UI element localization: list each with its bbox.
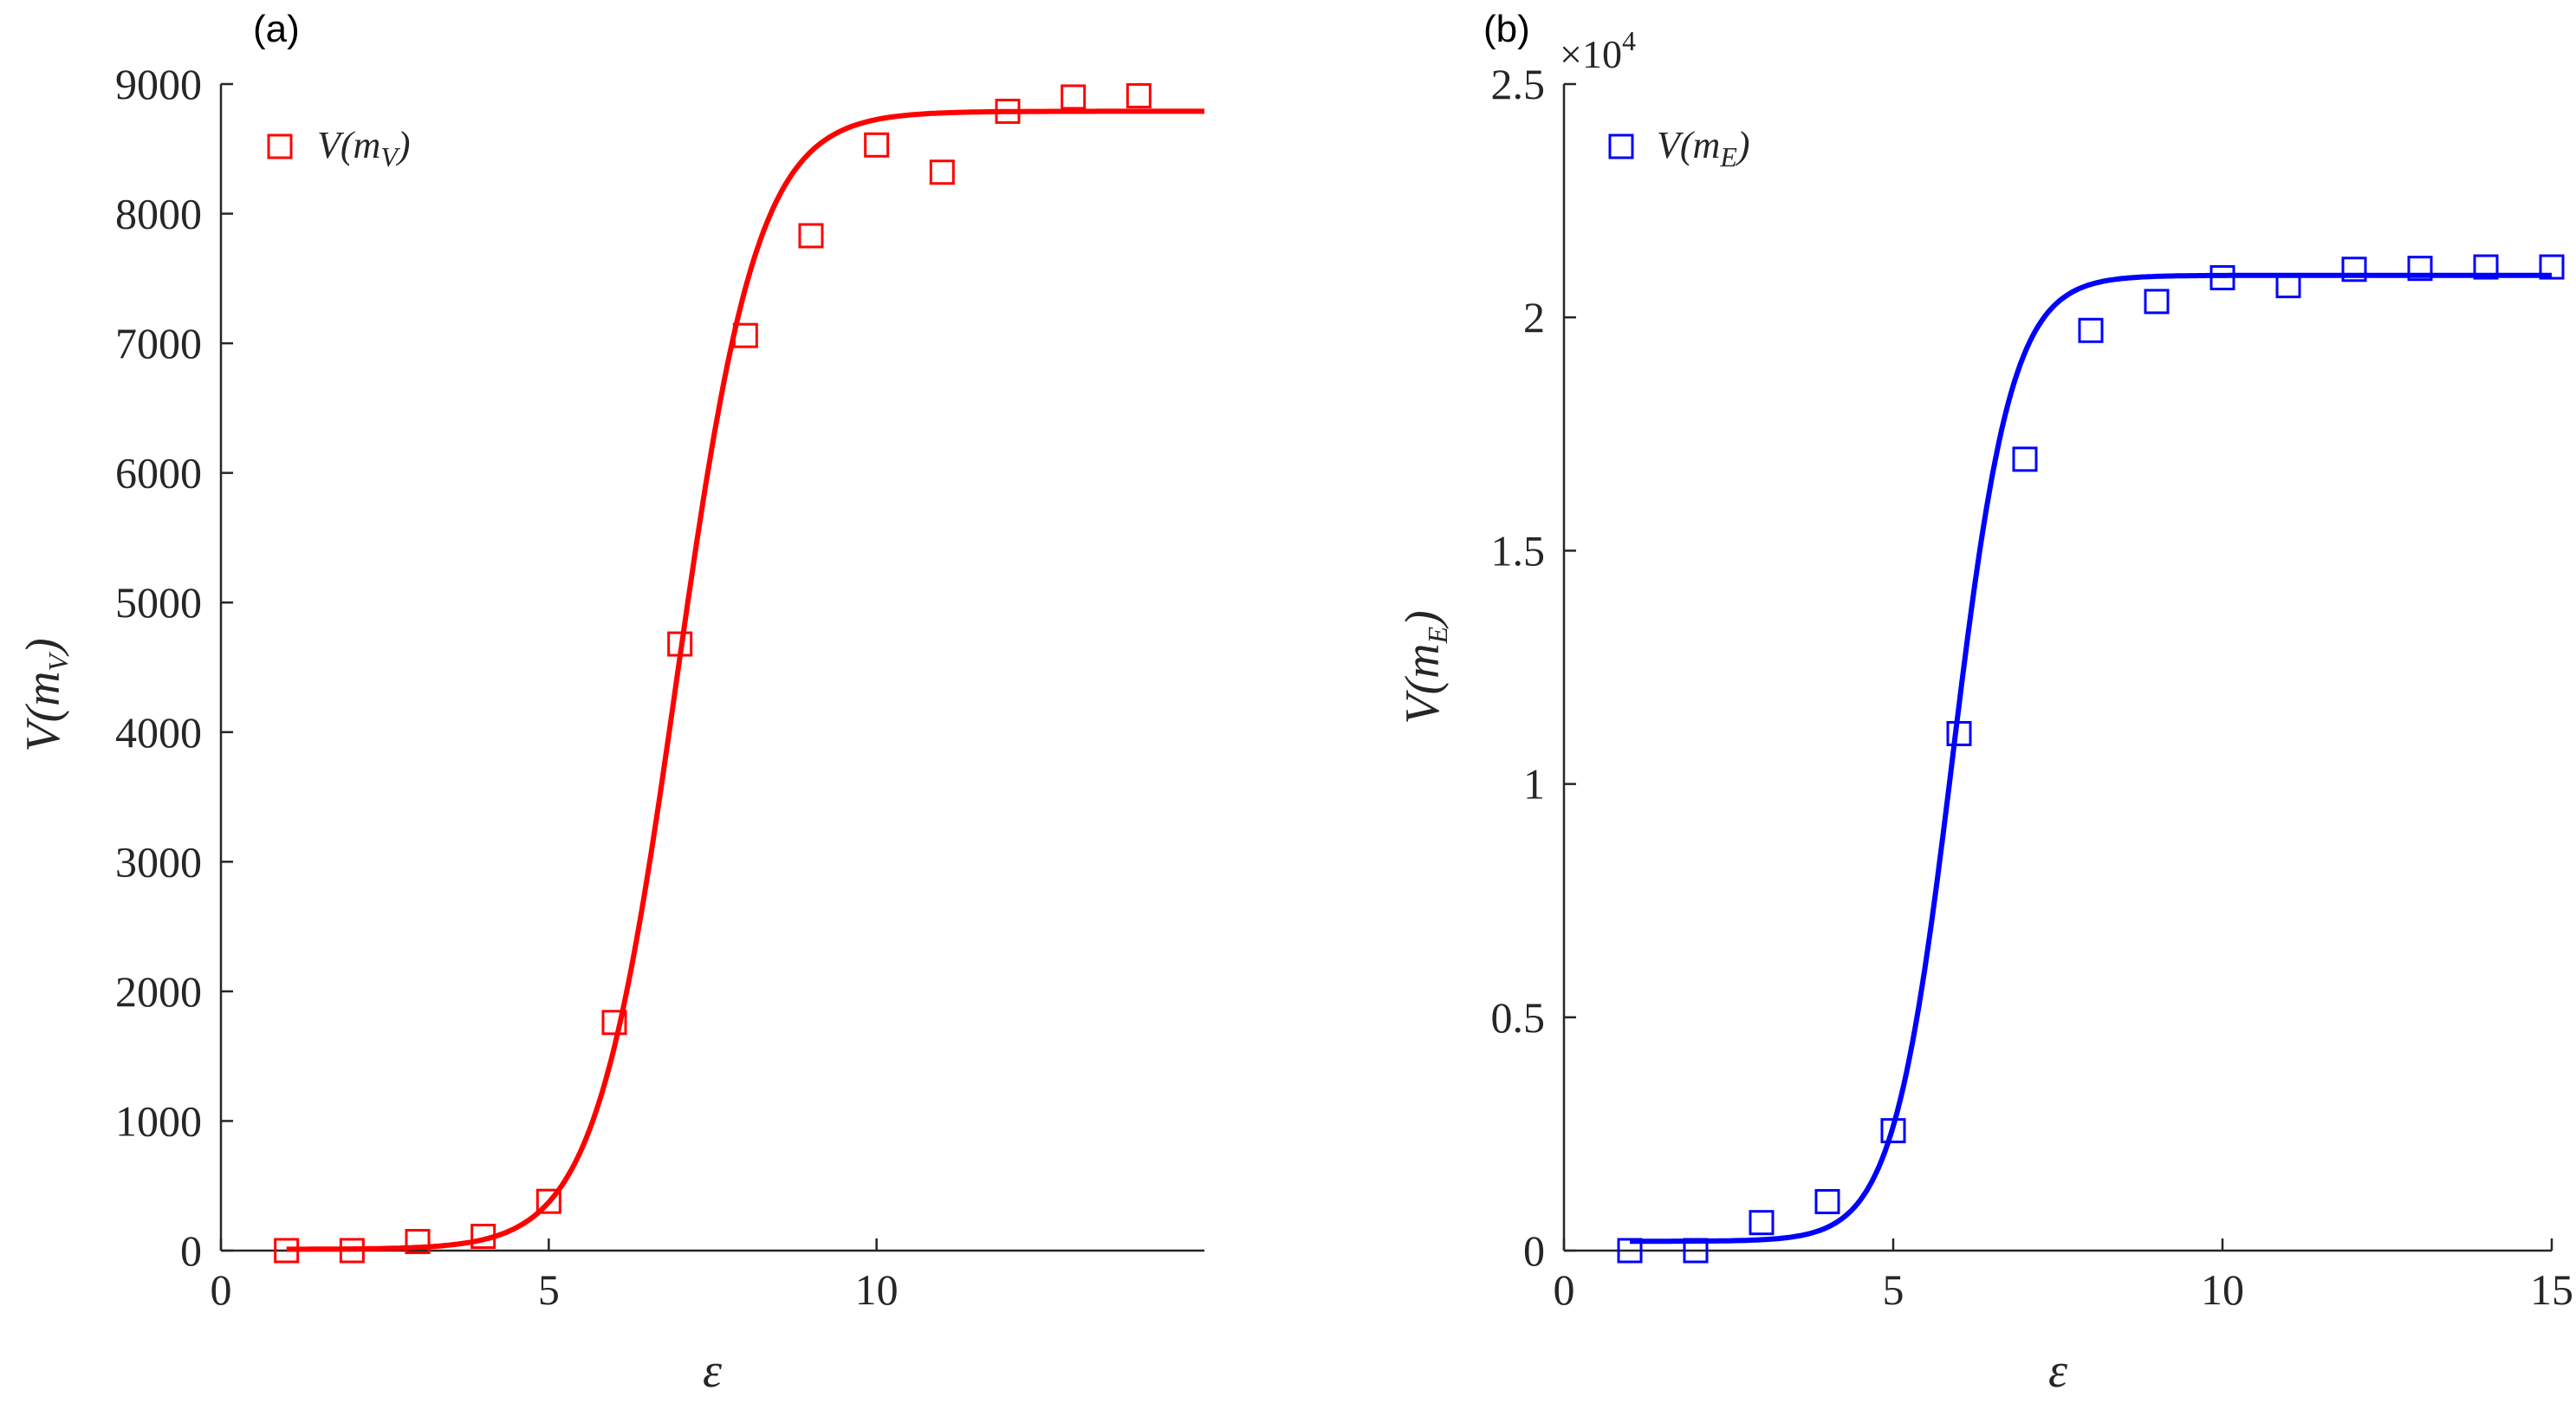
data-point-b (1683, 1238, 1709, 1264)
data-point-b (1617, 1238, 1643, 1264)
data-points-b (1617, 254, 2565, 1264)
y-tick-label-a: 8000 (115, 190, 202, 238)
data-points-a (274, 82, 1152, 1264)
y-tick-label-a: 2000 (115, 967, 202, 1016)
x-tick-label-a: 10 (855, 1265, 899, 1314)
panel-label-b: (b) (1483, 8, 1530, 50)
y-tick-label-b: 2 (1523, 293, 1545, 341)
data-point-b (1814, 1188, 1840, 1214)
data-point-a (732, 322, 758, 348)
data-point-b (2407, 256, 2433, 282)
data-point-b (1946, 720, 1972, 746)
chart-panel-b: (b) ×104 0 5 10 15 0 0.5 1 1.5 2 2.5 ε V(mE) V(mE… (1396, 8, 2573, 1398)
y-tick-label-b: 0.5 (1491, 993, 1546, 1042)
data-point-a (470, 1224, 496, 1250)
chart-panel-a: (a) 0 5 10 0 1000 2000 3000 4000 5000 6000 7000 800… (16, 8, 1204, 1398)
x-tick-label-b: 15 (2530, 1265, 2573, 1314)
data-point-a (601, 1010, 627, 1036)
data-point-b (2473, 254, 2499, 280)
data-point-a (1061, 84, 1087, 110)
y-tick-label-a: 7000 (115, 319, 202, 367)
y-tick-label-a: 5000 (115, 578, 202, 627)
data-point-b (2341, 257, 2367, 283)
legend-label-b: V(mE) (1657, 124, 1750, 172)
x-tick-label-b: 0 (1554, 1265, 1575, 1314)
legend-marker-a (267, 133, 293, 159)
axes-a (219, 84, 1204, 1252)
axes-b (1562, 84, 2552, 1252)
y-tick-label-a: 1000 (115, 1096, 202, 1145)
y-tick-label-a: 6000 (115, 449, 202, 497)
fit-curve-a (286, 108, 1204, 1252)
fit-line-a (286, 108, 1204, 1252)
fit-curve-b (1630, 272, 2552, 1245)
y-tick-label-a: 9000 (115, 60, 202, 108)
data-point-b (1880, 1118, 1906, 1144)
data-point-a (535, 1188, 561, 1214)
data-point-b (2209, 264, 2235, 290)
data-point-a (864, 132, 890, 158)
y-tick-label-a: 3000 (115, 837, 202, 886)
data-point-a (929, 159, 955, 185)
ticks-a: 0 5 10 0 1000 2000 3000 4000 5000 6000 7000 8000 900… (115, 60, 899, 1314)
ticks-b: 0 5 10 15 0 0.5 1 1.5 2 2.5 (1491, 60, 2574, 1314)
fit-line-b (1630, 272, 2552, 1245)
data-point-a (405, 1229, 431, 1255)
y-tick-label-a: 0 (180, 1226, 202, 1275)
data-point-b (2078, 317, 2104, 343)
data-point-b (2012, 446, 2038, 472)
data-point-b (2539, 254, 2565, 280)
data-point-a (798, 223, 824, 249)
legend-label-a: V(mV) (317, 124, 411, 172)
x-axis-label-b: ε (2048, 1344, 2068, 1398)
y-tick-label-a: 4000 (115, 708, 202, 757)
legend-a: V(mV) (267, 124, 411, 172)
x-tick-label-b: 5 (1883, 1265, 1904, 1314)
y-tick-label-b: 1.5 (1491, 526, 1546, 575)
legend-marker-b (1608, 133, 1634, 159)
x-tick-label-b: 10 (2201, 1265, 2244, 1314)
x-tick-label-a: 0 (211, 1265, 232, 1314)
legend-b: V(mE) (1608, 124, 1750, 172)
data-point-b (2144, 289, 2170, 315)
data-point-a (274, 1238, 300, 1264)
x-tick-label-a: 5 (538, 1265, 560, 1314)
y-axis-label-b: V(mE) (1396, 610, 1453, 725)
data-point-b (1749, 1210, 1775, 1236)
data-point-a (667, 631, 693, 657)
data-point-a (995, 98, 1021, 124)
data-point-a (339, 1238, 365, 1264)
y-multiplier-b: ×104 (1560, 25, 1636, 76)
x-axis-label-a: ε (703, 1344, 723, 1398)
panel-label-a: (a) (253, 8, 300, 50)
data-point-b (2275, 273, 2301, 299)
y-axis-label-a: V(mV) (16, 638, 74, 752)
y-tick-label-b: 2.5 (1491, 60, 1546, 108)
y-tick-label-b: 1 (1523, 760, 1545, 809)
y-tick-label-b: 0 (1523, 1226, 1545, 1275)
data-point-a (1126, 82, 1152, 108)
